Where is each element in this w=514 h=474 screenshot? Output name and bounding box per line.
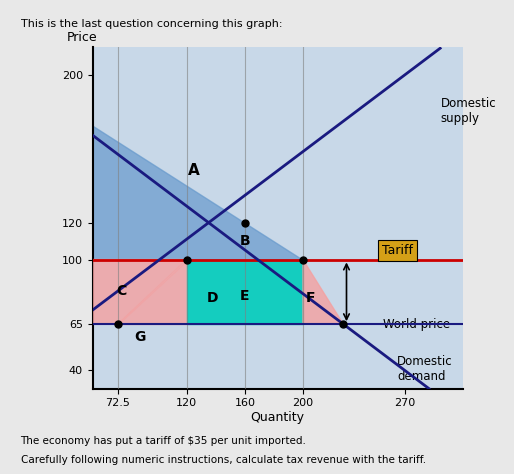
Polygon shape [187, 260, 303, 324]
Text: D: D [207, 292, 219, 305]
Text: A: A [188, 164, 200, 179]
Text: Tariff: Tariff [382, 244, 413, 257]
Polygon shape [303, 260, 343, 324]
Text: C: C [116, 284, 126, 298]
Text: G: G [135, 330, 146, 344]
Text: F: F [305, 292, 315, 305]
Text: World price: World price [383, 318, 450, 330]
Text: Carefully following numeric instructions, calculate tax revenue with the tariff.: Carefully following numeric instructions… [21, 455, 426, 465]
Text: Domestic
demand: Domestic demand [397, 356, 453, 383]
Text: Price: Price [66, 31, 97, 44]
Text: The economy has put a tariff of $35 per unit imported.: The economy has put a tariff of $35 per … [21, 436, 306, 446]
Polygon shape [118, 260, 187, 324]
Polygon shape [13, 260, 187, 324]
Text: Domestic
supply: Domestic supply [441, 97, 497, 125]
Text: This is the last question concerning this graph:: This is the last question concerning thi… [21, 19, 282, 29]
Text: E: E [240, 290, 250, 303]
Text: B: B [240, 234, 250, 248]
X-axis label: Quantity: Quantity [250, 411, 305, 424]
Polygon shape [13, 75, 303, 260]
